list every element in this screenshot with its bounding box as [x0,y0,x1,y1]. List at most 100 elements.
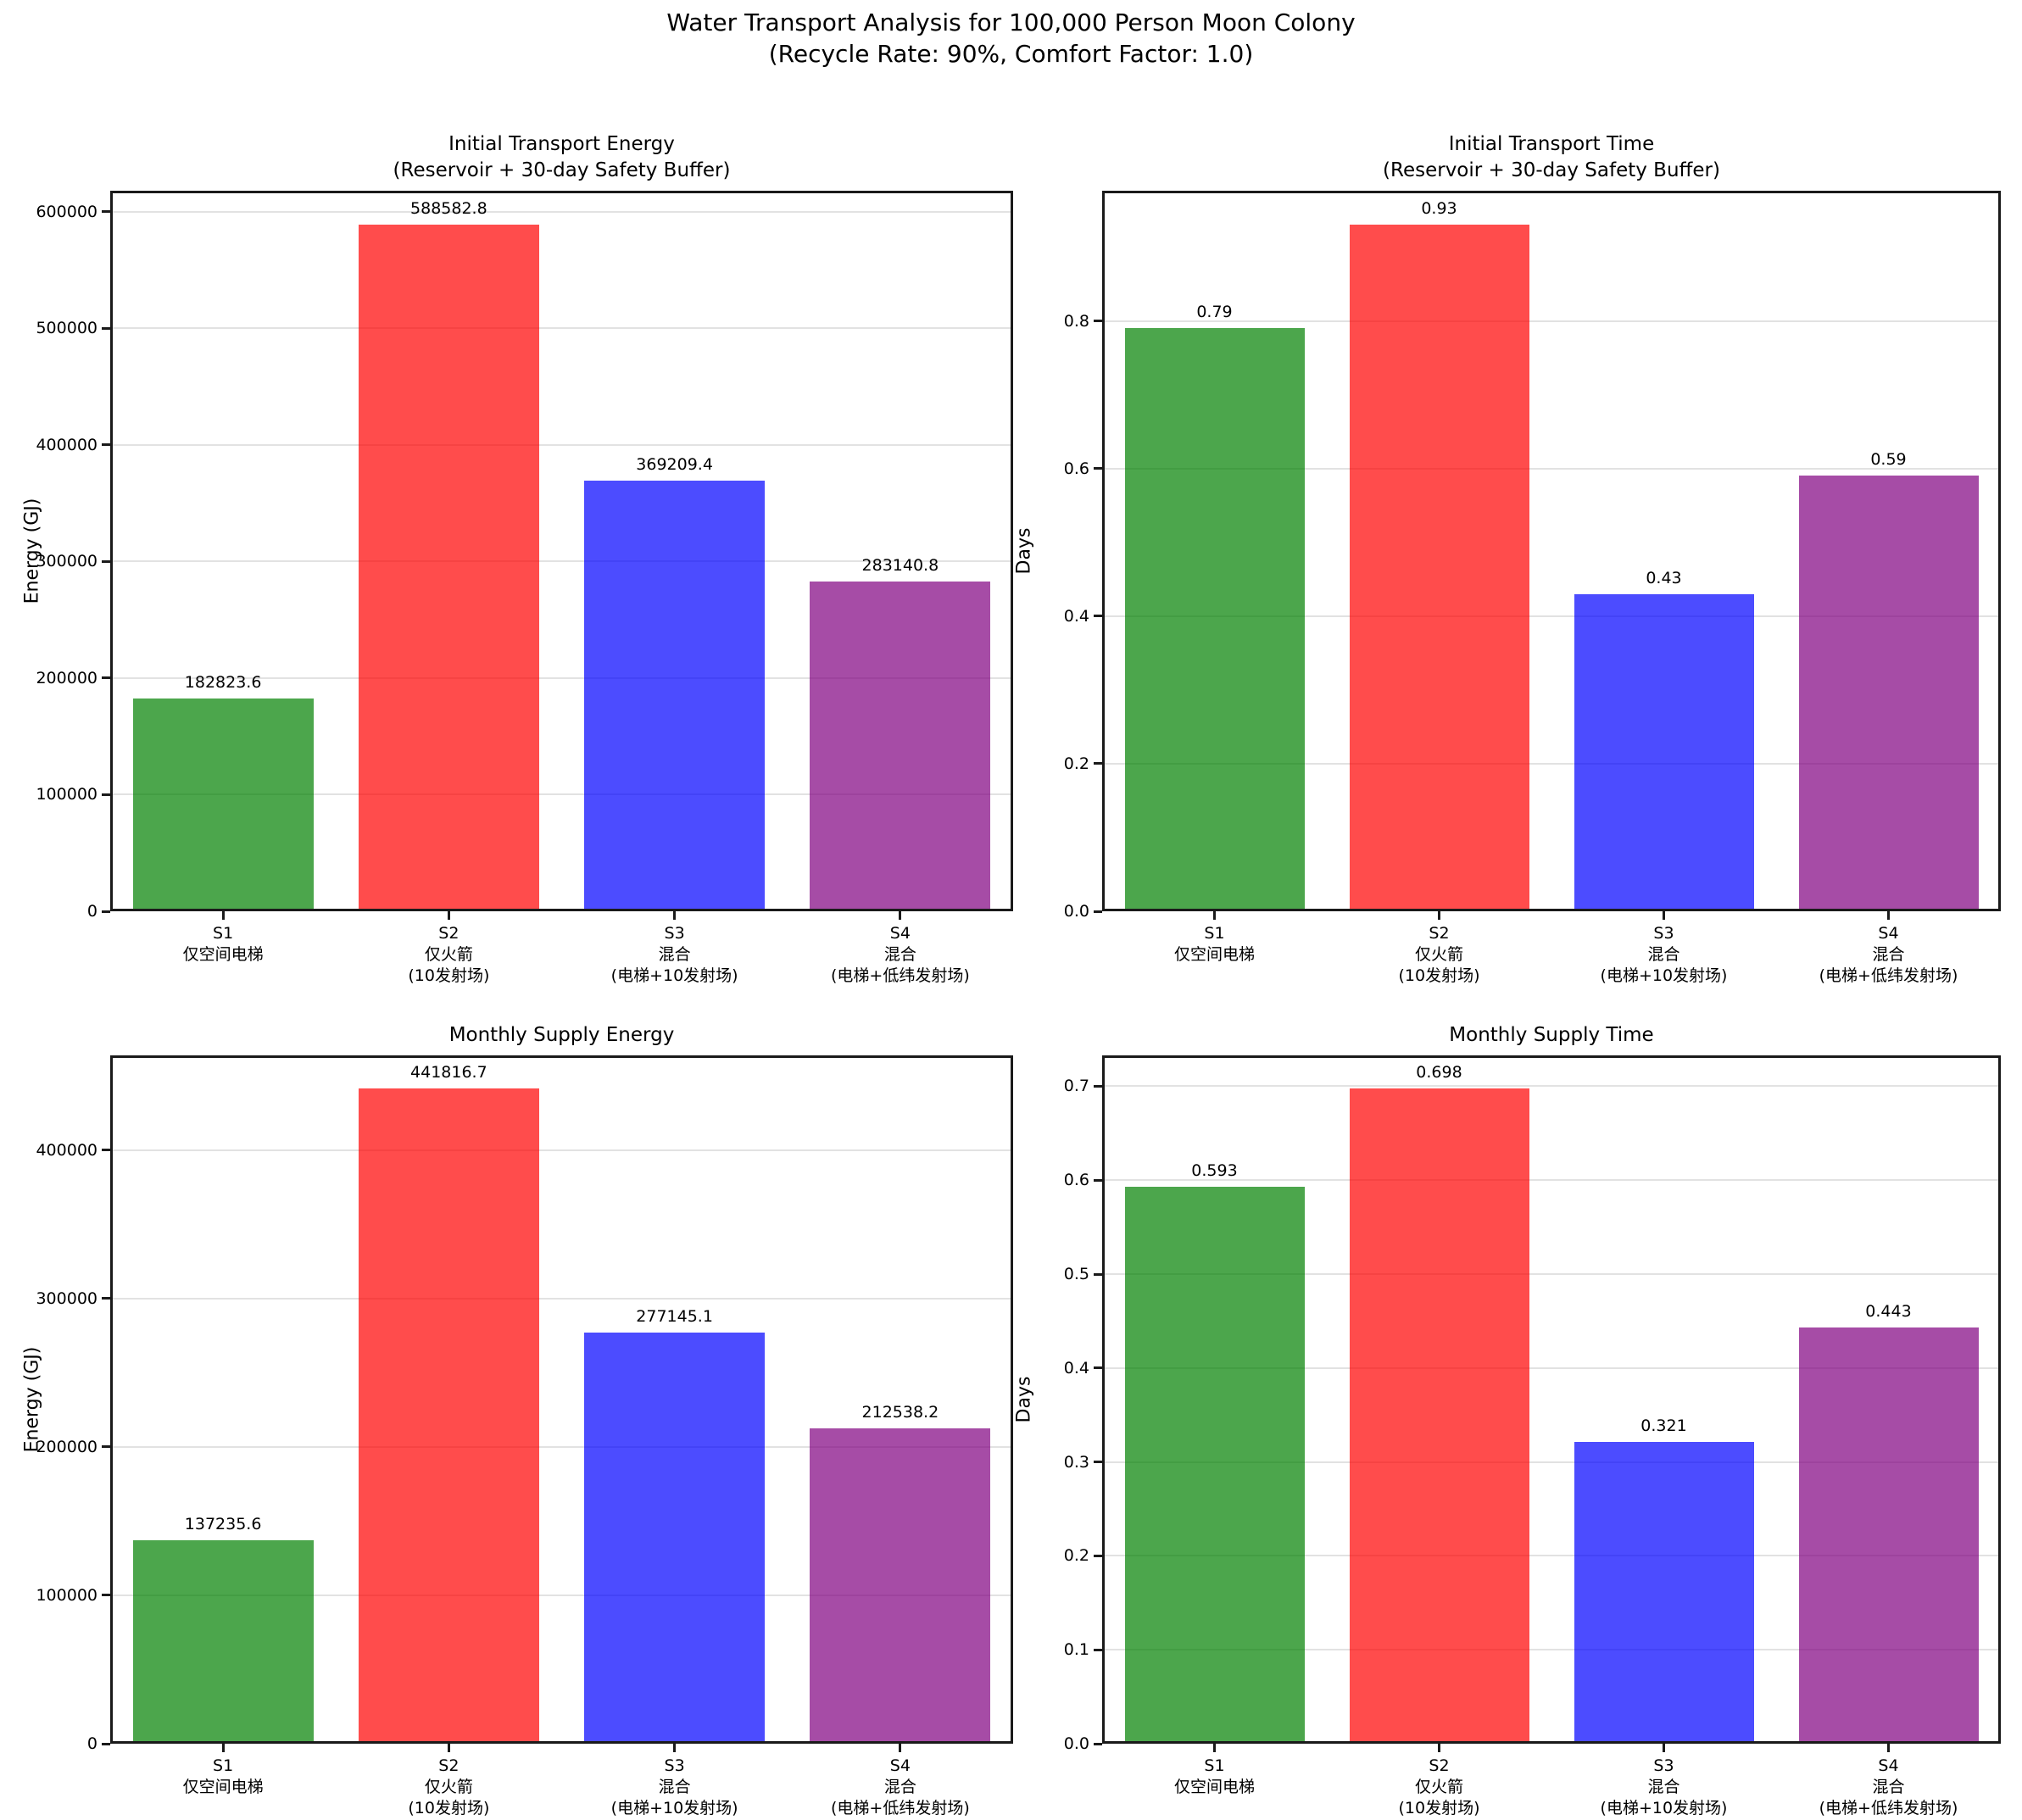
x-tick-label: S4 混合 (电梯+低纬发射场) [831,924,970,985]
chart-subtitle-text: (Reservoir + 30-day Safety Buffer) [1383,159,1720,181]
bar [1799,1327,1979,1744]
chart-title-block: Monthly Supply Energy [110,974,1013,1049]
x-tick-mark [221,1744,225,1752]
bar-value-label: 182823.6 [184,672,262,692]
y-tick-mark [102,1742,110,1745]
y-tick-mark [102,559,110,563]
gridline [1102,1273,2001,1276]
y-tick-mark [1094,1366,1102,1370]
gridline [110,443,1013,446]
bar [133,699,314,911]
x-tick-label: S3 混合 (电梯+10发射场) [1600,1756,1728,1817]
y-tick-mark [102,210,110,214]
y-tick-mark [1094,1461,1102,1464]
x-tick-label: S2 仅火箭 (10发射场) [408,1756,490,1817]
y-tick-label: 200000 [36,668,97,687]
bar [1125,1187,1305,1744]
x-tick-mark [447,911,450,920]
y-tick-mark [102,793,110,796]
gridline [1102,1649,2001,1651]
y-tick-label: 0.4 [1063,606,1089,626]
bar-value-label: 0.698 [1416,1062,1462,1082]
y-tick-label: 0.6 [1063,459,1089,478]
plot-area [110,1055,1013,1744]
bar-value-label: 0.443 [1865,1302,1912,1322]
x-tick-label: S4 混合 (电梯+低纬发射场) [1819,924,1958,985]
bar [810,1428,990,1744]
chart-title-block: Initial Transport Energy (Reservoir + 30-… [110,109,1013,184]
y-tick-label: 0.0 [1063,902,1089,921]
gridline [110,1149,1013,1151]
x-tick-label: S2 仅火箭 (10发射场) [1398,924,1480,985]
x-tick-label: S4 混合 (电梯+低纬发射场) [831,1756,970,1817]
y-tick-mark [102,1149,110,1152]
x-tick-mark [1213,1744,1216,1752]
y-axis-label: Days [1013,527,1035,575]
bar-value-label: 0.59 [1870,450,1907,470]
bar [1799,476,1979,911]
chart-title-block: Initial Transport Time (Reservoir + 30-da… [1102,109,2001,184]
bar [359,1088,539,1744]
bar [133,1540,314,1744]
x-tick-mark [1663,1744,1665,1752]
bar-value-label: 0.43 [1646,568,1682,587]
y-tick-label: 0.1 [1063,1640,1089,1660]
y-tick-mark [1094,1178,1102,1182]
y-tick-mark [102,1297,110,1300]
gridline [110,1297,1013,1300]
x-tick-mark [1213,911,1216,920]
x-tick-mark [673,1744,677,1752]
bar-value-label: 137235.6 [184,1514,262,1533]
y-tick-label: 0.0 [1063,1734,1089,1753]
bar [1574,1442,1754,1744]
gridline [1102,1085,2001,1088]
bar-value-label: 0.93 [1421,199,1457,219]
bar [359,225,539,911]
y-tick-mark [1094,1648,1102,1651]
figure-title: Water Transport Analysis for 100,000 Per… [0,7,2022,70]
bar [1574,594,1754,911]
x-tick-mark [221,911,225,920]
y-axis-label: Days [1013,1376,1035,1423]
y-tick-mark [1094,910,1102,913]
bar-value-label: 283140.8 [861,555,939,575]
x-tick-label: S2 仅火箭 (10发射场) [408,924,490,985]
y-tick-label: 0.2 [1063,1546,1089,1566]
x-tick-label: S3 混合 (电梯+10发射场) [610,1756,738,1817]
bar-value-label: 588582.8 [410,199,487,219]
x-tick-label: S2 仅火箭 (10发射场) [1398,1756,1480,1817]
bar [1350,1088,1529,1744]
y-tick-label: 300000 [36,552,97,571]
x-tick-label: S1 仅空间电梯 [182,1756,264,1796]
x-tick-label: S1 仅空间电梯 [1173,1756,1255,1796]
bar-value-label: 212538.2 [861,1402,939,1422]
gridline [1102,1179,2001,1182]
y-tick-label: 600000 [36,202,97,221]
y-tick-label: 400000 [36,1140,97,1160]
x-tick-mark [1438,1744,1440,1752]
y-tick-label: 0.5 [1063,1265,1089,1284]
bar [810,582,990,911]
y-tick-label: 0.3 [1063,1452,1089,1472]
x-tick-label: S4 混合 (电梯+低纬发射场) [1819,1756,1958,1817]
x-tick-mark [1887,911,1890,920]
plot-area [110,191,1013,911]
chart-title-text: Initial Transport Energy [448,133,675,155]
bar [584,481,765,911]
y-tick-mark [1094,615,1102,618]
y-tick-mark [1094,1084,1102,1088]
bar [584,1333,765,1744]
gridline [110,676,1013,679]
figure-title-line1: Water Transport Analysis for 100,000 Per… [666,8,1356,36]
x-tick-label: S1 仅空间电梯 [1173,924,1255,964]
x-tick-mark [1887,1744,1890,1752]
figure-title-line2: (Recycle Rate: 90%, Comfort Factor: 1.0) [768,40,1254,68]
bar-value-label: 441816.7 [410,1062,487,1082]
y-tick-label: 0.7 [1063,1077,1089,1096]
gridline [1102,467,2001,470]
plot-area [1102,1055,2001,1744]
y-tick-mark [1094,1554,1102,1557]
y-tick-label: 300000 [36,1288,97,1308]
y-tick-label: 0.8 [1063,311,1089,331]
y-tick-label: 0.4 [1063,1358,1089,1378]
